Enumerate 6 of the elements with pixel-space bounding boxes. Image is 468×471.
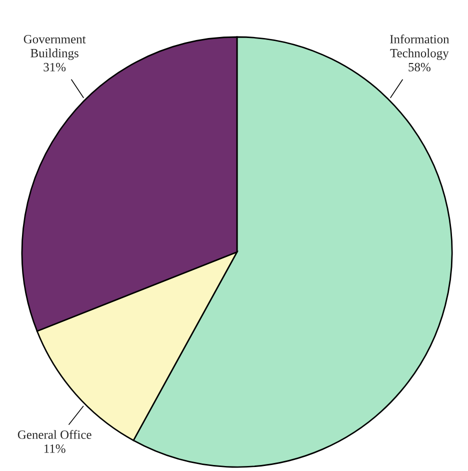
data-label: 31% <box>44 62 66 72</box>
slice-label: Government Buildings <box>24 35 86 60</box>
slice-label: General Office <box>18 430 92 439</box>
slice-label: Information Technology <box>390 34 450 60</box>
data-label: 58% <box>408 62 430 72</box>
data-label: 11% <box>44 444 66 453</box>
